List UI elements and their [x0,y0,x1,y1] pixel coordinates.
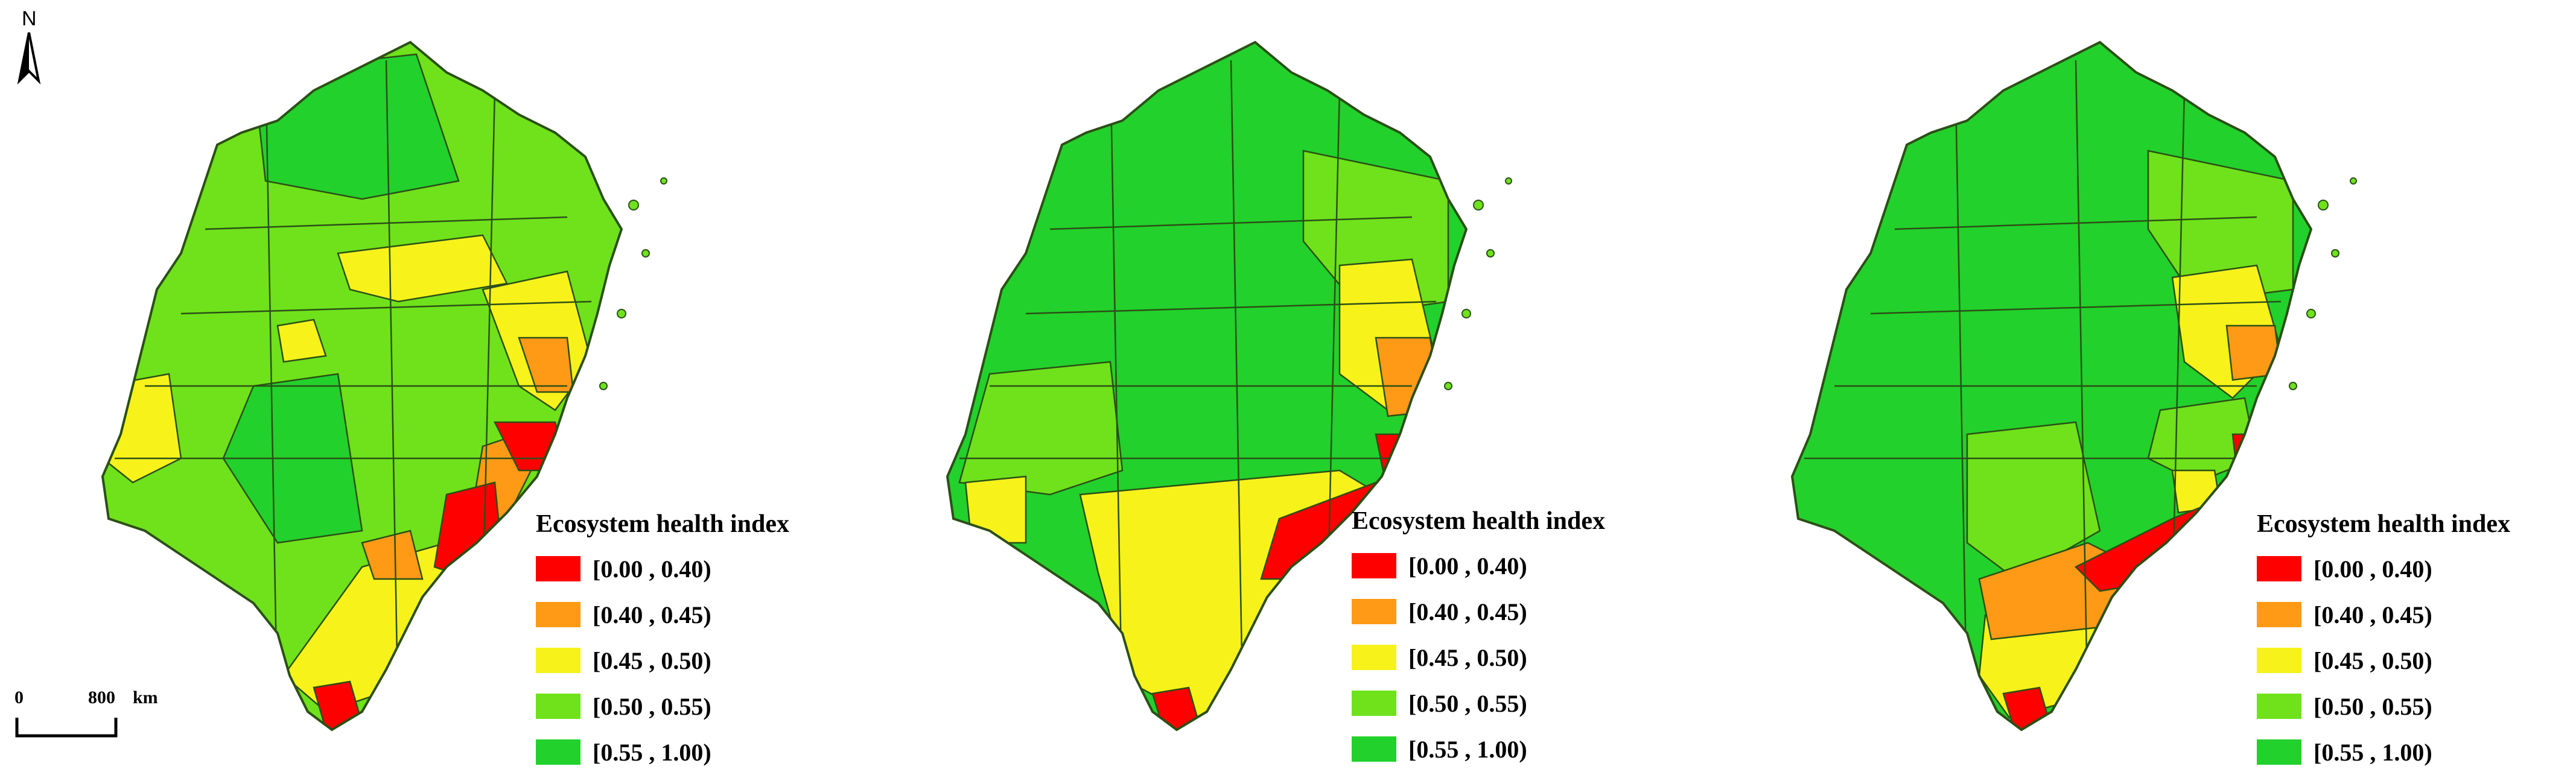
legend-swatch [1352,691,1396,716]
legend-label: [0.50 , 0.55) [2314,692,2432,720]
legend-item: [0.50 , 0.55) [536,683,789,729]
legend-label: [0.40 , 0.45) [2314,601,2432,628]
legend-label: [0.45 , 0.50) [1408,644,1527,671]
legend-item: [0.45 , 0.50) [536,637,789,683]
legend-swatch [1352,553,1396,578]
legend-item: [0.40 , 0.45) [1352,589,1605,634]
legend-item: [0.00 , 0.40) [2257,546,2510,592]
scale-end-label: 800 [88,688,115,707]
legend-swatch [536,739,580,765]
legend-swatch [2257,739,2301,765]
legend-swatch [1352,736,1396,762]
legend-swatch [2257,648,2301,673]
legend-label: [0.45 , 0.50) [593,647,711,674]
legend-label: [0.45 , 0.50) [2314,647,2432,674]
legend-swatch [536,602,580,627]
legend-item: [0.55 , 1.00) [1352,726,1605,772]
legend-swatch [536,556,580,581]
legend-swatch [2257,694,2301,719]
legend-label: [0.40 , 0.45) [593,601,711,628]
legend-label: [0.00 , 0.40) [1408,552,1527,580]
legend-3: Ecosystem health index [0.00 , 0.40) [0.4… [2257,510,2510,775]
legend-swatch [536,648,580,673]
legend-item: [0.55 , 1.00) [2257,729,2510,775]
map-2-outline [946,40,1468,732]
legend-items: [0.00 , 0.40) [0.40 , 0.45) [0.45 , 0.50) [… [2257,546,2510,775]
north-arrow-label: N [22,7,37,30]
legend-1: Ecosystem health index [0.00 , 0.40) [0.4… [536,510,789,775]
legend-swatch [536,694,580,719]
legend-label: [0.55 , 1.00) [1408,735,1527,763]
legend-item: [0.40 , 0.45) [2257,592,2510,637]
legend-label: [0.50 , 0.55) [1408,689,1527,717]
legend-label: [0.40 , 0.45) [1408,598,1527,625]
legend-title: Ecosystem health index [2257,510,2510,538]
legend-items: [0.00 , 0.40) [0.40 , 0.45) [0.45 , 0.50) [… [1352,543,1605,772]
legend-label: [0.55 , 1.00) [2314,738,2432,766]
scale-unit: km [133,688,158,707]
scale-start-label: 0 [14,688,24,707]
legend-label: [0.00 , 0.40) [2314,555,2432,583]
map-panel-3: Ecosystem health index [0.00 , 0.40) [0.4… [1714,0,2571,772]
map-3-outline [1790,40,2313,732]
legend-swatch [1352,645,1396,670]
legend-item: [0.50 , 0.55) [2257,683,2510,729]
legend-item: [0.40 , 0.45) [536,592,789,637]
legend-item: [0.45 , 0.50) [2257,637,2510,683]
legend-swatch [1352,599,1396,624]
legend-item: [0.00 , 0.40) [536,546,789,592]
map-panel-2: Ecosystem health index [0.00 , 0.40) [0.4… [869,0,1726,772]
legend-title: Ecosystem health index [1352,507,1605,535]
legend-item: [0.50 , 0.55) [1352,680,1605,726]
legend-item: [0.55 , 1.00) [536,729,789,775]
scale-bar-line [15,718,118,738]
legend-item: [0.45 , 0.50) [1352,634,1605,680]
legend-label: [0.00 , 0.40) [593,555,711,583]
ecosystem-health-map-1 [101,40,667,732]
legend-label: [0.50 , 0.55) [593,692,711,720]
legend-title: Ecosystem health index [536,510,789,538]
scale-bar: 0 800 km [10,688,191,754]
legend-item: [0.00 , 0.40) [1352,543,1605,589]
legend-items: [0.00 , 0.40) [0.40 , 0.45) [0.45 , 0.50) [… [536,546,789,775]
map-1-outline [101,40,623,732]
legend-swatch [2257,602,2301,627]
legend-2: Ecosystem health index [0.00 , 0.40) [0.4… [1352,507,1605,772]
legend-label: [0.55 , 1.00) [593,738,711,766]
legend-swatch [2257,556,2301,581]
ecosystem-health-map-3 [1790,40,2357,732]
map-panel-1: Ecosystem health index [0.00 , 0.40) [0.4… [24,0,881,772]
north-arrow-icon [17,32,41,85]
